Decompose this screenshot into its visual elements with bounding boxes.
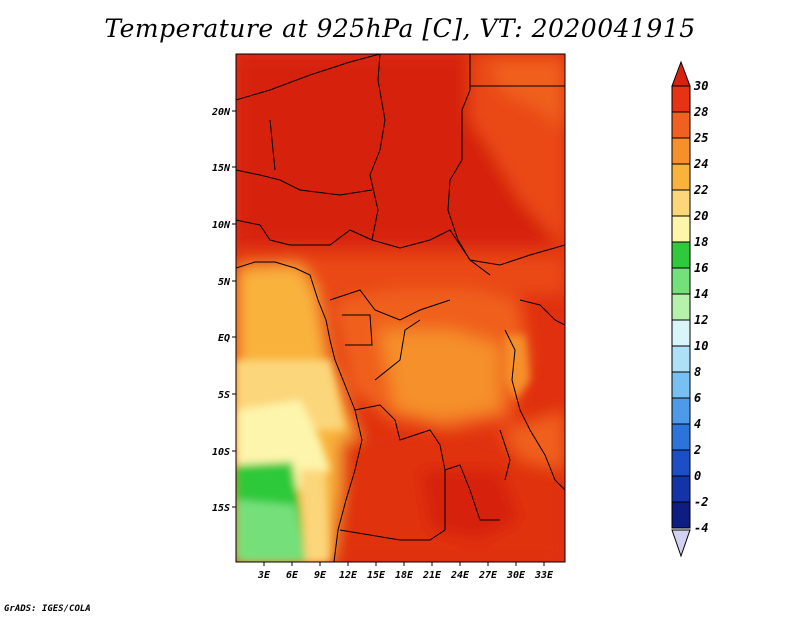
colorbar-label: 18 <box>694 235 708 249</box>
temperature-field <box>236 54 565 562</box>
lat-label: EQ <box>218 333 230 344</box>
lon-label: 24E <box>450 570 470 581</box>
lat-label: 5S <box>218 390 230 401</box>
colorbar-label: -4 <box>694 521 708 535</box>
colorbar-label: 24 <box>693 157 708 171</box>
lon-label: 9E <box>314 570 327 581</box>
colorbar-segments <box>671 85 691 529</box>
country-borders <box>236 54 565 562</box>
axis-ticks <box>232 110 545 566</box>
lon-label: 27E <box>478 570 498 581</box>
longitude-labels: 3E 6E 9E 12E 15E 18E 21E 24E 27E 30E 33E <box>257 570 554 581</box>
colorbar-label: 16 <box>694 261 708 275</box>
grads-credit: GrADS: IGES/COLA <box>4 604 91 614</box>
colorbar-segment <box>671 449 691 477</box>
colorbar-segment <box>671 137 691 165</box>
colorbar-segment <box>671 371 691 399</box>
colorbar-segment <box>671 241 691 269</box>
colorbar-segment <box>671 267 691 295</box>
colorbar-segment <box>671 319 691 347</box>
colorbar-label: 20 <box>693 209 708 223</box>
lat-label: 20N <box>211 107 231 118</box>
map-frame <box>235 53 566 563</box>
colorbar-top-triangle <box>671 60 691 87</box>
colorbar-label: -2 <box>694 495 708 509</box>
colorbar-label: 6 <box>694 391 701 405</box>
colorbar-label: 28 <box>693 105 708 119</box>
colorbar-label: 25 <box>693 131 708 145</box>
colorbar: 30 28 25 24 22 20 18 16 14 12 10 8 6 4 2… <box>671 60 708 558</box>
lat-label: 10S <box>212 447 230 458</box>
colorbar-label: 10 <box>694 339 708 353</box>
colorbar-segment <box>671 345 691 373</box>
colorbar-label: 22 <box>693 183 708 197</box>
colorbar-label: 2 <box>693 443 701 457</box>
map-title: Temperature at 925hPa [C], VT: 202004191… <box>104 14 696 43</box>
lon-label: 30E <box>506 570 526 581</box>
colorbar-bottom-triangle <box>671 529 691 558</box>
lat-label: 15S <box>212 503 230 514</box>
colorbar-segment <box>671 423 691 451</box>
lon-label: 15E <box>367 570 386 581</box>
colorbar-segment <box>671 163 691 191</box>
lon-label: 21E <box>422 570 442 581</box>
colorbar-label: 0 <box>694 469 701 483</box>
lon-label: 3E <box>257 570 271 581</box>
colorbar-segment <box>671 189 691 217</box>
lon-label: 33E <box>534 570 554 581</box>
colorbar-segment <box>671 215 691 243</box>
lat-label: 10N <box>212 220 231 231</box>
colorbar-segment <box>671 111 691 139</box>
colorbar-segment <box>671 501 691 529</box>
colorbar-label: 12 <box>694 313 708 327</box>
lat-label: 15N <box>212 163 231 174</box>
colorbar-label: 30 <box>693 79 708 93</box>
colorbar-segment <box>671 475 691 503</box>
colorbar-label: 4 <box>694 417 701 431</box>
colorbar-segment <box>671 85 691 113</box>
colorbar-segment <box>671 397 691 425</box>
lon-label: 6E <box>286 570 299 581</box>
lon-label: 18E <box>395 570 414 581</box>
lat-label: 5N <box>218 277 231 288</box>
colorbar-label: 8 <box>694 365 701 379</box>
lon-label: 12E <box>339 570 358 581</box>
colorbar-segment <box>671 293 691 321</box>
latitude-labels: 20N 15N 10N 5N EQ 5S 10S 15S <box>211 107 231 514</box>
colorbar-labels: 30 28 25 24 22 20 18 16 14 12 10 8 6 4 2… <box>693 79 708 535</box>
colorbar-label: 14 <box>694 287 708 301</box>
